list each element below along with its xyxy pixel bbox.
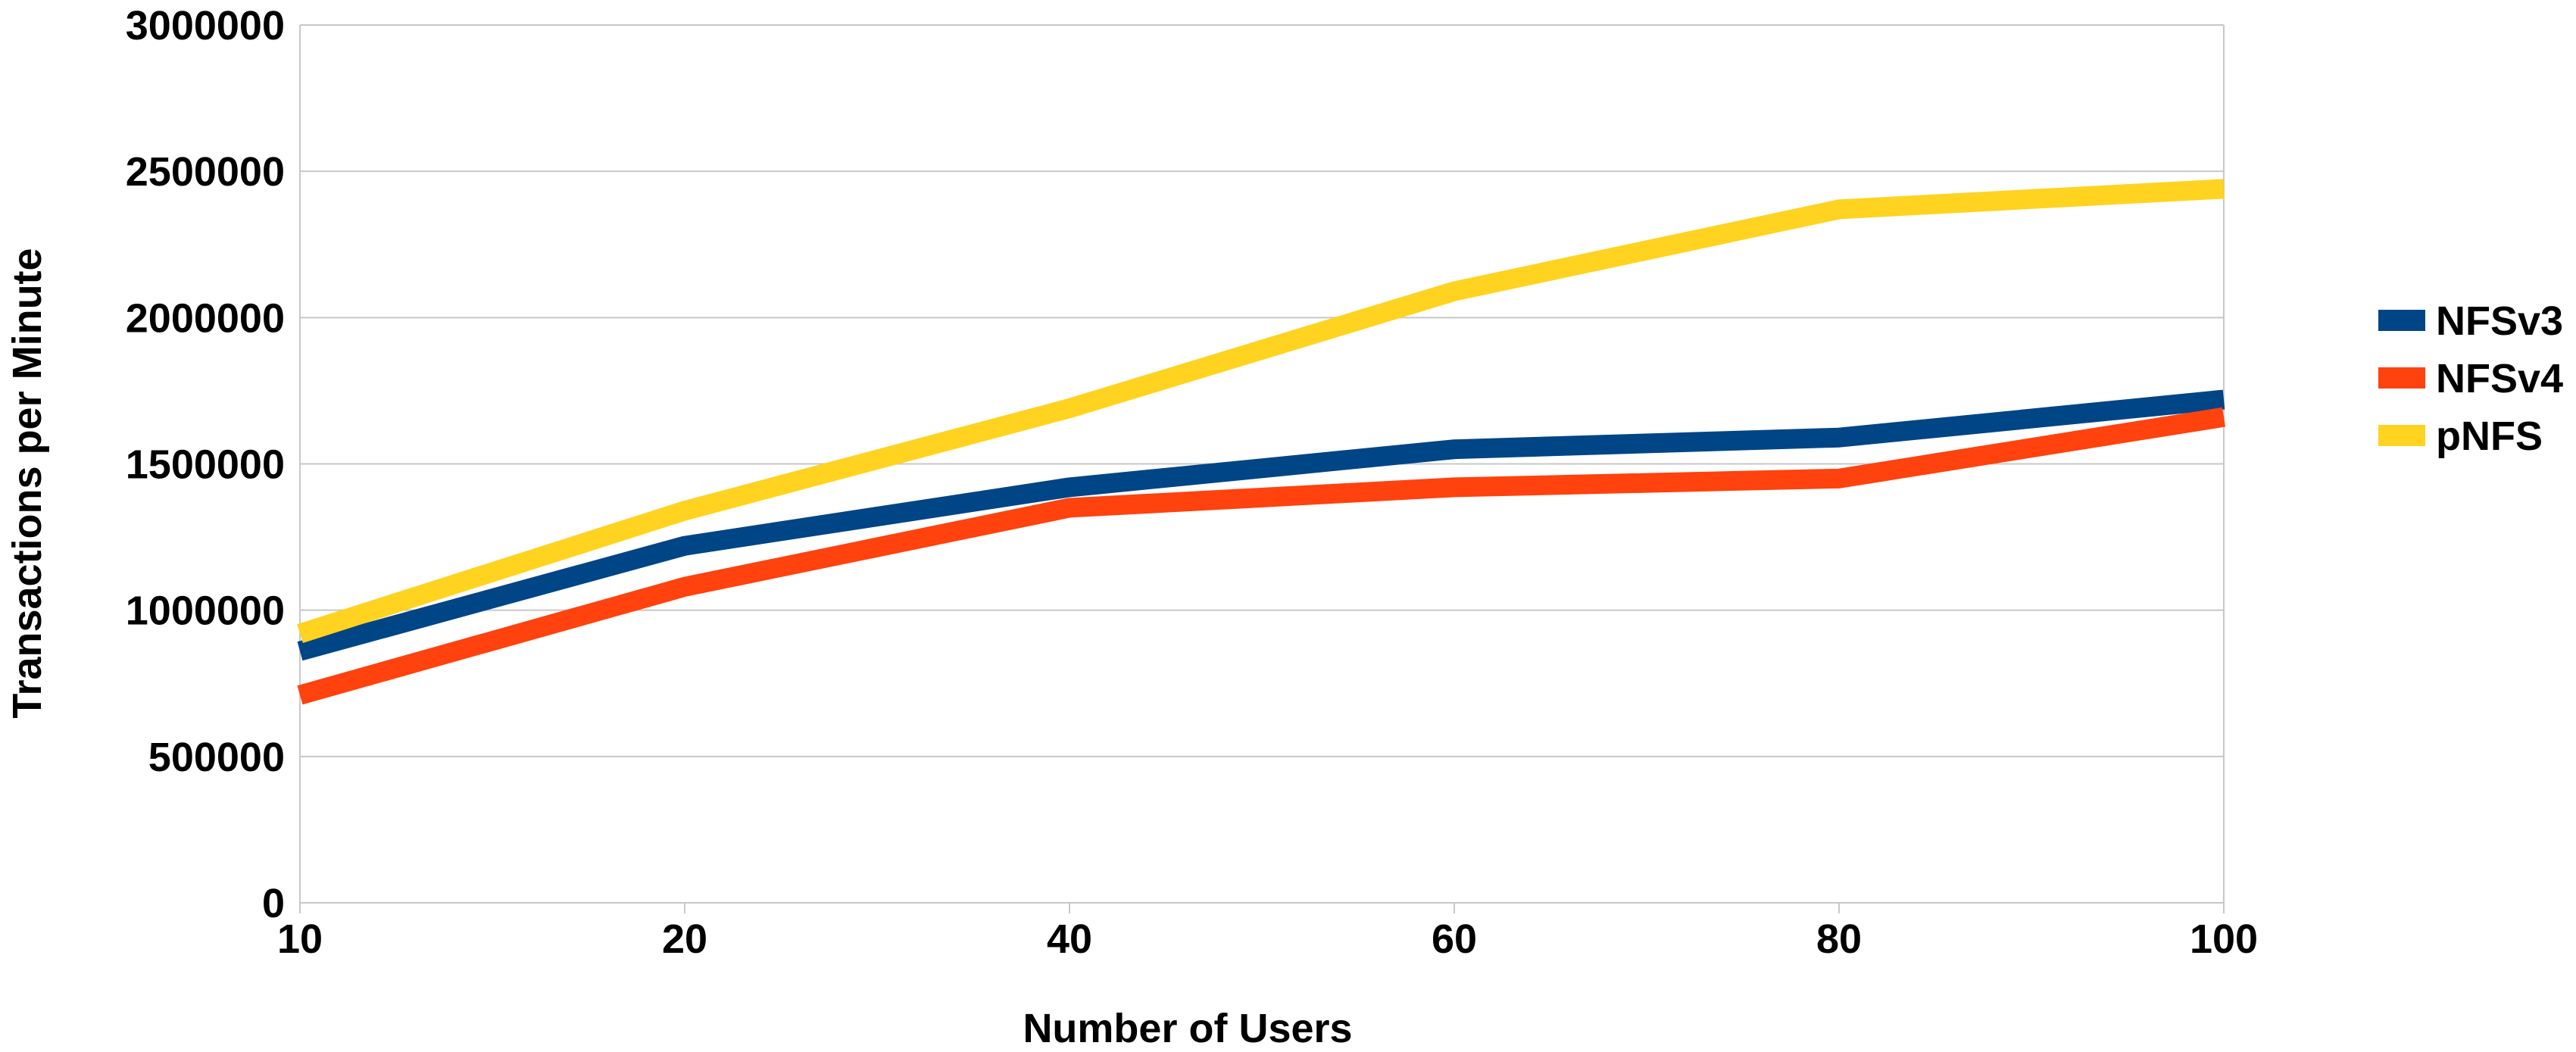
x-tick-label: 100 [2190,916,2258,962]
x-tick-labels: 10 20 40 60 80 100 [277,916,2258,962]
x-tick-label: 10 [277,916,323,962]
y-tick-label: 2000000 [126,295,285,341]
y-tick-label: 1500000 [126,442,285,488]
x-tick-label: 20 [662,916,707,962]
legend-swatch [2378,310,2425,331]
legend-swatch [2378,425,2425,446]
y-axis-title: Transactions per Minute [5,248,50,718]
series-line-nfsv4 [297,407,2226,705]
legend-label: NFSv3 [2436,298,2563,344]
y-tick-label: 1000000 [126,588,285,634]
legend-label: pNFS [2436,414,2543,459]
series-line-pnfs [297,179,2225,643]
y-tick-label: 0 [262,881,285,926]
legend: NFSv3 NFSv4 pNFS [2378,298,2563,459]
y-tick-label: 500000 [148,735,285,780]
y-tick-label: 2500000 [126,149,285,195]
x-axis-title: Number of Users [1023,1006,1352,1048]
series-layer [297,179,2226,705]
x-tick-label: 80 [1816,916,1862,962]
series-line-nfsv3 [297,389,2225,661]
legend-swatch [2378,367,2425,389]
legend-label: NFSv4 [2436,356,2563,401]
y-tick-label: 3000000 [126,3,285,48]
x-tick-label: 60 [1432,916,1477,962]
y-tick-labels: 0 500000 1000000 1500000 2000000 2500000 30000… [126,3,285,926]
x-tick-label: 40 [1047,916,1092,962]
